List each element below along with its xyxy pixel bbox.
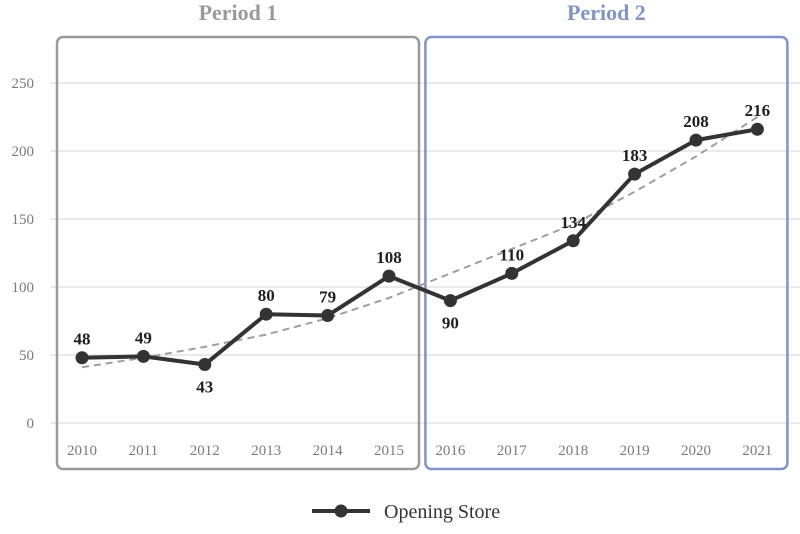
data-point xyxy=(259,307,273,321)
period-label: Period 1 xyxy=(199,0,278,25)
y-tick-label: 0 xyxy=(27,416,35,432)
y-tick-label: 250 xyxy=(12,76,35,92)
period-box xyxy=(55,35,421,471)
data-label: 108 xyxy=(376,248,402,267)
legend-label: Opening Store xyxy=(384,501,500,523)
data-label: 216 xyxy=(745,101,771,120)
series-opening-store xyxy=(75,122,764,372)
data-label: 183 xyxy=(622,146,648,165)
period-boxes: Period 1 Period 2 xyxy=(55,0,789,471)
data-point xyxy=(382,269,396,283)
data-label: 48 xyxy=(74,330,91,349)
period-label: Period 2 xyxy=(567,0,646,25)
data-point xyxy=(628,167,642,181)
x-tick-label: 2016 xyxy=(435,443,466,459)
x-tick-label: 2014 xyxy=(313,443,344,459)
y-tick-label: 150 xyxy=(12,212,35,228)
data-label: 49 xyxy=(135,328,152,347)
data-point xyxy=(689,133,703,147)
legend-marker xyxy=(334,504,348,518)
data-label: 90 xyxy=(442,314,459,333)
trendline xyxy=(81,116,758,369)
data-point xyxy=(321,309,335,323)
data-labels: 48 49 43 80 79 108 90 110 134 183 208 216 xyxy=(74,101,771,396)
x-tick-label: 2011 xyxy=(129,443,158,459)
x-tick-label: 2010 xyxy=(67,443,97,459)
data-point xyxy=(750,122,764,136)
y-axis-ticks: 0 50 100 150 200 250 xyxy=(12,76,35,432)
x-tick-label: 2019 xyxy=(620,443,650,459)
data-point xyxy=(505,266,519,280)
data-label: 208 xyxy=(683,112,709,131)
data-point xyxy=(75,351,89,365)
data-point xyxy=(136,349,150,363)
y-tick-label: 50 xyxy=(19,348,34,364)
data-point xyxy=(443,294,457,308)
period-box xyxy=(424,35,789,471)
legend: Opening Store xyxy=(312,501,500,523)
y-tick-label: 100 xyxy=(12,280,35,296)
data-label: 79 xyxy=(319,288,336,307)
data-label: 110 xyxy=(500,245,525,264)
x-axis-ticks: 2010 2011 2012 2013 2014 2015 2016 2017 2018 2019… xyxy=(67,443,772,459)
data-point xyxy=(198,358,212,372)
data-point xyxy=(566,234,580,248)
trendline-path xyxy=(81,116,758,369)
y-tick-label: 200 xyxy=(12,144,35,160)
data-label: 43 xyxy=(196,378,213,397)
data-label: 134 xyxy=(560,213,586,232)
x-tick-label: 2015 xyxy=(374,443,404,459)
x-tick-label: 2017 xyxy=(497,443,528,459)
data-label: 80 xyxy=(258,286,275,305)
x-tick-label: 2018 xyxy=(558,443,588,459)
x-tick-label: 2013 xyxy=(251,443,281,459)
x-tick-label: 2021 xyxy=(742,443,772,459)
series-line xyxy=(81,127,758,367)
x-tick-label: 2020 xyxy=(681,443,711,459)
x-tick-label: 2012 xyxy=(190,443,220,459)
